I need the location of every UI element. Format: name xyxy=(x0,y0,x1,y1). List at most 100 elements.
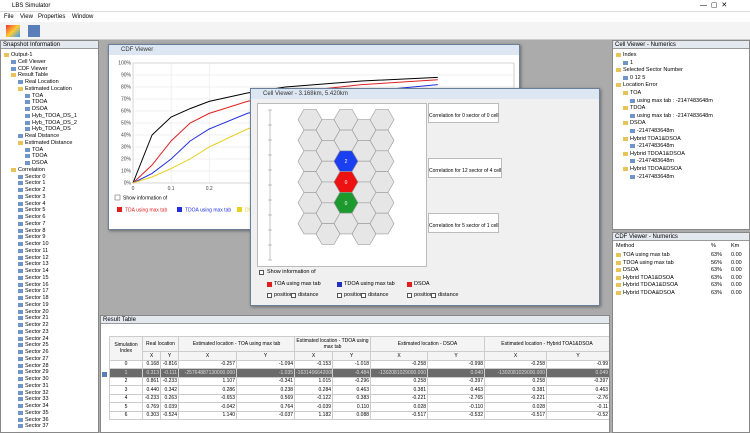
legend-label: DSOA xyxy=(414,281,430,287)
table-cell: 56% xyxy=(711,259,723,266)
checkbox[interactable] xyxy=(291,293,296,298)
item-icon xyxy=(630,129,635,133)
item-icon xyxy=(18,316,23,321)
tree-label: DSOA xyxy=(32,160,48,166)
checkbox[interactable] xyxy=(267,293,272,298)
item-icon xyxy=(18,377,23,381)
table-cell: 1.182 xyxy=(294,410,334,420)
tree-label: Sector 29 xyxy=(25,369,49,376)
table-row[interactable]: 6 0.303 -0.524 1.140 -0.037 1.182 0.088 -0.517-… xyxy=(109,410,609,420)
method-icon xyxy=(616,283,621,288)
checkbox[interactable] xyxy=(259,270,264,275)
folder-icon xyxy=(18,86,23,91)
table-cell: -1.018 xyxy=(332,359,372,369)
panel-header: Snapshot Information xyxy=(1,41,98,49)
item-icon xyxy=(25,154,30,159)
menu-item[interactable]: Properties xyxy=(38,14,66,20)
menu-item[interactable]: View xyxy=(20,14,33,20)
y-tick-label: 90% xyxy=(121,73,132,79)
table-row[interactable]: 2 0.861 -0.233 1.107 -0.341 1.015 -0.296 0.258-… xyxy=(109,376,609,386)
tree-label: Sector 6 xyxy=(25,214,46,220)
table-cell: 4 xyxy=(109,393,143,403)
column-header: % xyxy=(711,243,716,249)
item-icon xyxy=(11,59,16,64)
table-cell: 0.258 xyxy=(370,376,429,386)
tree-label: Estimated Location xyxy=(25,85,72,92)
title-bar: LBS Simulator — ▢ ✕ xyxy=(0,0,750,12)
checkbox[interactable] xyxy=(431,293,436,298)
checkbox[interactable] xyxy=(114,194,121,201)
legend-swatch xyxy=(337,282,342,287)
table-cell: 1.015 xyxy=(294,376,334,386)
tree-label: Sector 34 xyxy=(25,403,49,409)
table-cell: 0.258 xyxy=(484,376,548,386)
folder-icon xyxy=(623,151,628,156)
y-tick-label: 40% xyxy=(121,133,132,139)
correlation-plot: Correlation for 5 sector of 1 cell xyxy=(428,213,500,233)
correlation-panels: Correlation for 0 sector of 0 cell Correl… xyxy=(428,103,598,265)
cell-numerics-panel: Cell Viewer - Numerics Index 1 Selected Se… xyxy=(612,40,750,230)
checkbox[interactable] xyxy=(361,293,366,298)
checkbox[interactable] xyxy=(337,293,342,298)
header-cell: Y xyxy=(427,351,486,361)
item-icon xyxy=(25,120,30,125)
table-row[interactable]: 1 0.313 -0.111 -25764887130000.000 -1.035 -16… xyxy=(109,368,609,378)
correlation-title: Correlation for 12 sector of 4 cell xyxy=(429,168,502,174)
hex-cell[interactable] xyxy=(369,212,395,235)
tree-label: Sector 37 xyxy=(25,423,49,430)
y-tick-label: 0% xyxy=(124,181,132,187)
toolbar-button[interactable] xyxy=(6,25,20,37)
tree-label: -2147483648m xyxy=(637,128,675,134)
toolbar-button[interactable] xyxy=(28,25,40,37)
y-tick-label: 70% xyxy=(121,97,132,103)
item-icon xyxy=(25,161,30,165)
menu-item[interactable]: Window xyxy=(72,14,94,20)
tree-label: Hyb_TDOA_DS_2 xyxy=(32,119,77,126)
table-row[interactable]: 5 0.769 0.039 -0.042 0.764 -0.039 0.110 0.028 -0… xyxy=(109,402,609,412)
panel-header: Cell Viewer - Numerics xyxy=(613,41,749,49)
filter-icon xyxy=(102,372,107,377)
table-cell: -0.517 xyxy=(370,410,429,420)
window-controls[interactable]: — ▢ ✕ xyxy=(700,2,728,9)
tree-label: Sector 14 xyxy=(25,268,49,274)
correlation-plot: Correlation for 0 sector of 0 cell xyxy=(428,103,500,123)
item-icon xyxy=(18,194,23,199)
y-tick-label: 60% xyxy=(121,109,132,115)
table-cell: 0.00 xyxy=(731,252,742,258)
item-icon xyxy=(18,269,23,273)
cdf-numerics-panel: CDF Viewer - Numerics Method% Km TOA using… xyxy=(612,232,750,433)
checkbox[interactable] xyxy=(407,293,412,298)
table-cell: 0.463 xyxy=(332,385,372,395)
item-icon xyxy=(630,174,635,179)
item-icon xyxy=(18,242,23,246)
table-cell: -0.397 xyxy=(427,376,486,386)
table-row[interactable]: 3 0.440 0.342 0.286 0.238 0.284 0.463 0.381 0.46… xyxy=(109,385,609,395)
folder-icon xyxy=(616,83,621,88)
tree-label: -2147483648m xyxy=(637,143,675,150)
table-cell: -0.233 xyxy=(160,376,179,386)
item-icon xyxy=(18,356,23,361)
tree-label: Sector 19 xyxy=(25,301,49,308)
table-cell: 0.463 xyxy=(546,385,609,395)
table-row[interactable]: 4 -0.233 0.263 -0.653 0.569 -0.122 0.383 -0.221… xyxy=(109,393,609,403)
table-row[interactable]: 0 0.168 -0.816 -0.257 -1.094 -0.153 -1.018 -0.2… xyxy=(109,359,609,369)
legend-swatch xyxy=(117,207,122,212)
table-cell: 0.040 xyxy=(427,368,486,378)
item-icon xyxy=(630,159,635,164)
tree-label: Correlation xyxy=(18,166,45,173)
option-label: distance xyxy=(298,292,319,298)
tree-label: Sector 25 xyxy=(25,342,49,349)
item-icon xyxy=(18,235,23,240)
tree-label: Hybrid TOA1&DSOA xyxy=(630,135,681,142)
table-cell: 0.039 xyxy=(160,402,179,412)
tree-label: TOA xyxy=(32,92,44,99)
table-cell: 0.168 xyxy=(142,359,161,369)
tree-label: Sector 5 xyxy=(25,207,46,214)
tree-label: Sector 8 xyxy=(25,227,46,234)
menu-item[interactable]: File xyxy=(4,14,14,20)
legend-label: TDA using max tab xyxy=(125,208,167,214)
legend-label: TOA using max tab xyxy=(274,281,321,287)
table-cell: -0.221 xyxy=(484,393,548,403)
tree-label: Result Table xyxy=(18,72,49,79)
header-cell: X xyxy=(484,351,548,361)
